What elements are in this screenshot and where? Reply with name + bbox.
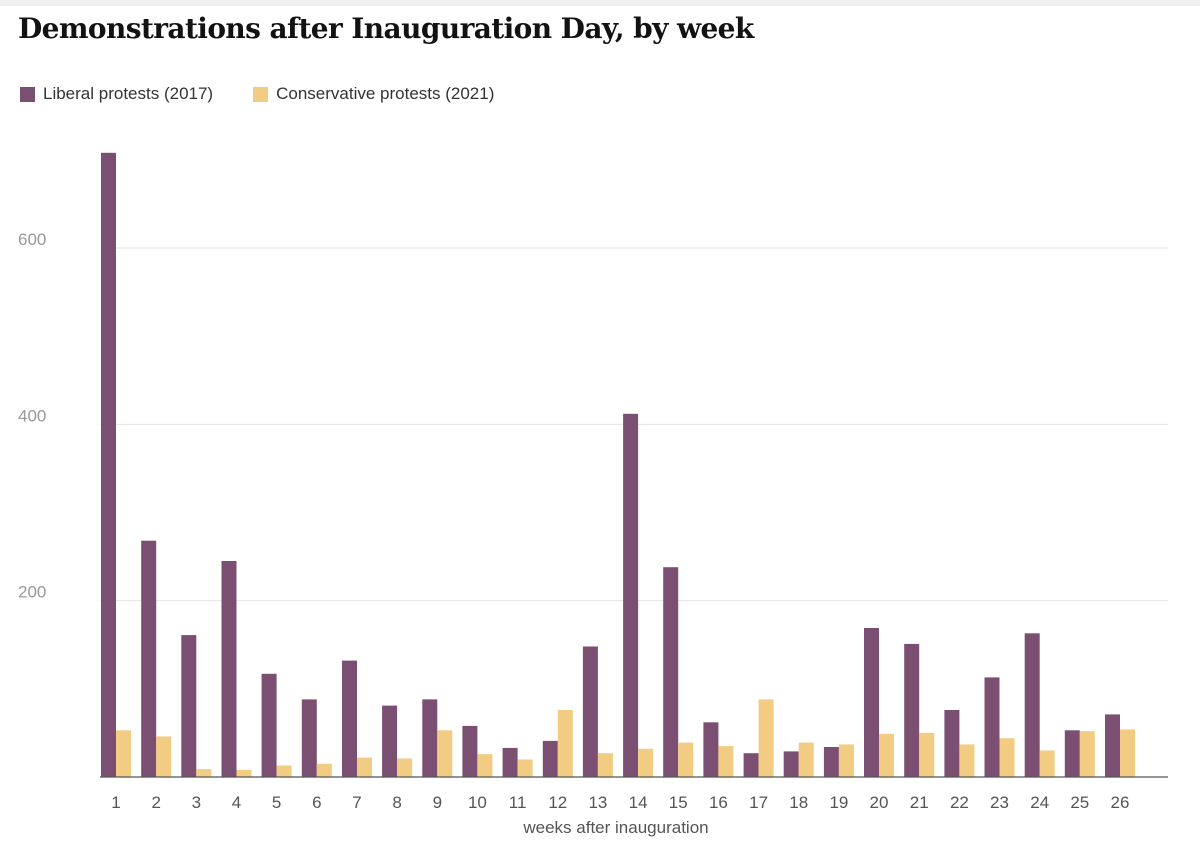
x-tick-label-19: 19 — [829, 793, 848, 812]
bar-liberal-week-8 — [382, 705, 398, 777]
bar-liberal-week-21 — [904, 643, 920, 777]
bar-conservative-week-7 — [357, 757, 372, 777]
bar-conservative-week-16 — [718, 746, 734, 777]
x-axis-title: weeks after inauguration — [522, 818, 708, 837]
x-tick-label-14: 14 — [629, 793, 648, 812]
bar-liberal-week-17 — [743, 753, 759, 777]
bar-conservative-week-8 — [397, 758, 413, 777]
bar-liberal-week-23 — [984, 677, 1000, 777]
legend-label-conservative: Conservative protests (2021) — [276, 84, 495, 103]
x-tick-label-3: 3 — [192, 793, 201, 812]
x-tick-label-4: 4 — [232, 793, 241, 812]
bar-liberal-week-24 — [1024, 633, 1040, 777]
x-tick-label-23: 23 — [990, 793, 1009, 812]
x-tick-label-6: 6 — [312, 793, 321, 812]
bar-liberal-week-13 — [582, 646, 598, 777]
bar-conservative-week-26 — [1120, 729, 1135, 777]
gridlines: 200 400 600 — [18, 230, 1168, 602]
bar-conservative-week-1 — [116, 730, 131, 777]
bar-liberal-week-10 — [462, 725, 478, 777]
bar-conservative-week-17 — [758, 699, 774, 777]
bar-conservative-week-18 — [798, 742, 814, 777]
bar-conservative-week-9 — [437, 730, 453, 777]
bar-liberal-week-11 — [502, 747, 518, 777]
x-tick-label-9: 9 — [433, 793, 442, 812]
x-tick-label-5: 5 — [272, 793, 281, 812]
bars — [101, 152, 1135, 778]
bar-liberal-week-4 — [221, 561, 237, 777]
x-tick-label-24: 24 — [1030, 793, 1049, 812]
x-tick-label-25: 25 — [1070, 793, 1089, 812]
bar-conservative-week-21 — [919, 732, 935, 777]
x-tick-label-2: 2 — [151, 793, 160, 812]
bar-conservative-week-11 — [517, 759, 533, 777]
bar-conservative-week-13 — [597, 753, 613, 777]
x-tick-label-12: 12 — [548, 793, 567, 812]
legend-swatch-conservative — [253, 86, 269, 102]
x-tick-label-15: 15 — [669, 793, 688, 812]
bar-liberal-week-18 — [783, 751, 799, 777]
bar-conservative-week-20 — [879, 733, 894, 777]
y-tick-label-400: 400 — [18, 406, 46, 425]
x-tick-label-16: 16 — [709, 793, 728, 812]
x-tick-labels: 1 2 3 4 5 6 7 8 9 10 11 12 13 14 15 16 17 18 19 20 21 22 23 24 2… — [111, 793, 1129, 812]
x-tick-label-8: 8 — [392, 793, 401, 812]
bar-conservative-week-19 — [838, 744, 854, 777]
bar-conservative-week-14 — [638, 748, 654, 777]
bar-liberal-week-15 — [663, 567, 679, 777]
legend: Liberal protests (2017) Conservative pro… — [20, 84, 534, 104]
bar-conservative-week-12 — [557, 710, 573, 777]
x-tick-label-18: 18 — [789, 793, 808, 812]
top-bar — [0, 0, 1200, 6]
bar-conservative-week-4 — [236, 769, 252, 777]
x-tick-label-17: 17 — [749, 793, 768, 812]
bar-liberal-week-5 — [261, 673, 277, 777]
bar-liberal-week-14 — [623, 413, 639, 777]
y-tick-label-600: 600 — [18, 230, 46, 249]
y-tick-label-200: 200 — [18, 583, 46, 602]
bar-liberal-week-2 — [141, 540, 157, 777]
bar-conservative-week-22 — [959, 744, 975, 777]
bar-liberal-week-6 — [301, 699, 317, 777]
bar-liberal-week-19 — [823, 747, 839, 777]
legend-label-liberal: Liberal protests (2017) — [43, 84, 214, 103]
bar-conservative-week-6 — [316, 763, 332, 777]
bar-conservative-week-15 — [678, 742, 694, 777]
x-tick-label-20: 20 — [870, 793, 889, 812]
bar-liberal-week-16 — [703, 722, 719, 777]
x-tick-label-26: 26 — [1111, 793, 1130, 812]
legend-swatch-liberal — [20, 86, 35, 102]
bar-conservative-week-23 — [999, 738, 1015, 777]
x-tick-label-21: 21 — [910, 793, 929, 812]
bar-conservative-week-25 — [1079, 731, 1095, 777]
chart-title: Demonstrations after Inauguration Day, b… — [18, 12, 754, 45]
x-tick-label-13: 13 — [588, 793, 607, 812]
bar-conservative-week-5 — [276, 765, 292, 777]
bar-liberal-week-12 — [542, 740, 558, 777]
bar-conservative-week-10 — [477, 754, 493, 777]
bar-liberal-week-9 — [422, 699, 438, 777]
bar-conservative-week-3 — [196, 769, 212, 777]
x-tick-label-11: 11 — [509, 793, 527, 812]
x-tick-label-22: 22 — [950, 793, 969, 812]
bar-liberal-week-26 — [1105, 714, 1120, 777]
x-tick-label-10: 10 — [468, 793, 487, 812]
legend-item-liberal: Liberal protests (2017) — [20, 84, 213, 104]
bar-liberal-week-7 — [342, 660, 357, 777]
x-tick-label-1: 1 — [111, 793, 120, 812]
bar-liberal-week-20 — [864, 628, 879, 777]
bar-conservative-week-2 — [156, 736, 172, 777]
bar-conservative-week-24 — [1039, 750, 1055, 777]
x-tick-label-7: 7 — [352, 793, 361, 812]
bar-liberal-week-25 — [1064, 730, 1080, 777]
bar-liberal-week-1 — [101, 152, 116, 778]
legend-item-conservative: Conservative protests (2021) — [253, 84, 494, 104]
bar-liberal-week-3 — [181, 635, 197, 777]
bar-liberal-week-22 — [944, 710, 960, 777]
